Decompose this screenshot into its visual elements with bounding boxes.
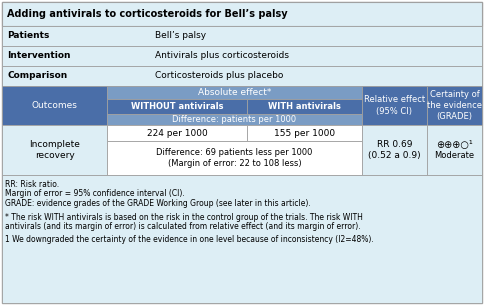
Bar xyxy=(2,125,107,175)
Text: Difference: patients per 1000: Difference: patients per 1000 xyxy=(172,115,297,124)
Text: Antivirals plus corticosteroids: Antivirals plus corticosteroids xyxy=(155,52,289,60)
Bar xyxy=(427,125,482,175)
Text: Adding antivirals to corticosteroids for Bell’s palsy: Adding antivirals to corticosteroids for… xyxy=(7,9,287,19)
Text: Outcomes: Outcomes xyxy=(31,101,77,110)
Text: Absolute effect*: Absolute effect* xyxy=(198,88,271,97)
Text: Bell’s palsy: Bell’s palsy xyxy=(155,31,206,41)
Text: Intervention: Intervention xyxy=(7,52,71,60)
Text: WITHOUT antivirals: WITHOUT antivirals xyxy=(131,102,223,111)
Bar xyxy=(107,141,362,175)
Bar xyxy=(2,66,482,86)
Bar xyxy=(107,99,247,114)
Text: antivirals (and its margin of error) is calculated from relative effect (and its: antivirals (and its margin of error) is … xyxy=(5,222,361,231)
Text: RR 0.69
(0.52 a 0.9): RR 0.69 (0.52 a 0.9) xyxy=(368,140,421,160)
Bar xyxy=(107,125,247,141)
Text: Comparison: Comparison xyxy=(7,71,67,81)
Text: WITH antivirals: WITH antivirals xyxy=(268,102,341,111)
Bar xyxy=(2,2,482,26)
Bar xyxy=(247,125,362,141)
Text: Difference: 69 patients less per 1000
(Margin of error: 22 to 108 less): Difference: 69 patients less per 1000 (M… xyxy=(156,148,313,168)
Bar xyxy=(107,114,362,125)
Bar xyxy=(427,86,482,125)
Bar xyxy=(2,86,107,125)
Text: 155 per 1000: 155 per 1000 xyxy=(274,128,335,138)
Text: * The risk WITH antivirals is based on the risk in the control group of the tria: * The risk WITH antivirals is based on t… xyxy=(5,213,363,221)
Bar xyxy=(2,46,482,66)
Text: ⊕⊕⊕○¹: ⊕⊕⊕○¹ xyxy=(436,140,473,150)
Text: Moderate: Moderate xyxy=(435,152,475,160)
Text: Corticosteroids plus placebo: Corticosteroids plus placebo xyxy=(155,71,283,81)
Bar xyxy=(2,26,482,46)
Text: Incomplete
recovery: Incomplete recovery xyxy=(29,140,80,160)
Text: GRADE: evidence grades of the GRADE Working Group (see later in this article).: GRADE: evidence grades of the GRADE Work… xyxy=(5,199,311,208)
Text: 1 We downgraded the certainty of the evidence in one level because of inconsiste: 1 We downgraded the certainty of the evi… xyxy=(5,235,374,245)
Bar xyxy=(2,175,482,303)
Bar xyxy=(107,86,362,99)
Bar xyxy=(362,86,427,125)
Text: Relative effect
(95% CI): Relative effect (95% CI) xyxy=(364,95,425,116)
Bar xyxy=(247,99,362,114)
Text: Certainty of
the evidence
(GRADE): Certainty of the evidence (GRADE) xyxy=(427,90,482,121)
Text: Patients: Patients xyxy=(7,31,49,41)
Text: Margin of error = 95% confidence interval (CI).: Margin of error = 95% confidence interva… xyxy=(5,189,185,199)
Bar xyxy=(362,125,427,175)
Text: RR: Risk ratio.: RR: Risk ratio. xyxy=(5,180,59,189)
Text: 224 per 1000: 224 per 1000 xyxy=(147,128,207,138)
